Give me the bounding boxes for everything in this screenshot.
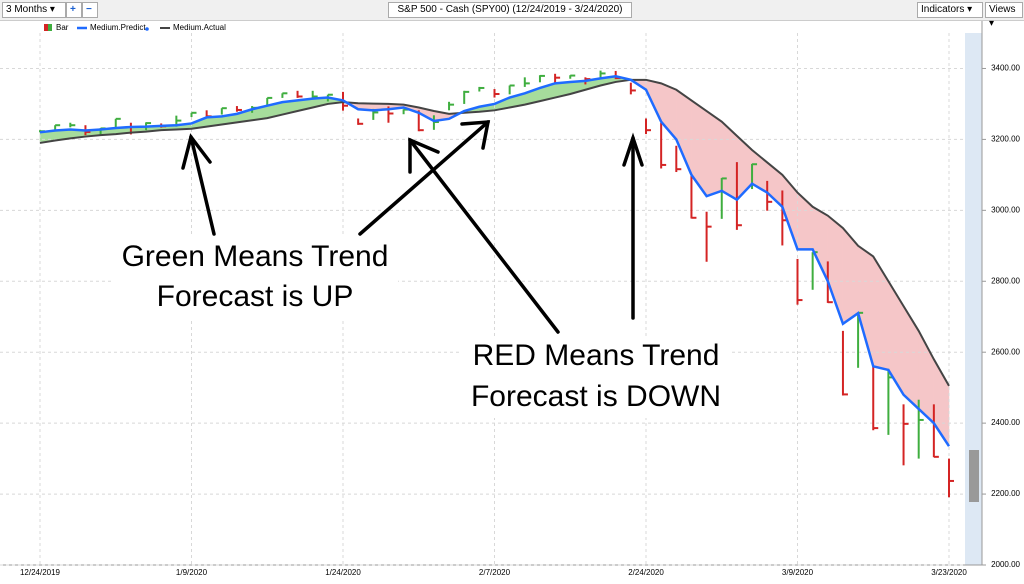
y-tick-label: 2600.00 bbox=[991, 347, 1020, 356]
line-series bbox=[39, 78, 950, 387]
line-series bbox=[39, 74, 951, 447]
legend: Bar Medium.Predict Medium.Actual bbox=[44, 23, 226, 32]
y-tick-label: 2200.00 bbox=[991, 489, 1020, 498]
y-tick-label: 3400.00 bbox=[991, 64, 1020, 73]
annotation: Forecast is UP bbox=[157, 280, 354, 313]
period-select[interactable]: 3 Months ▾ bbox=[2, 2, 66, 18]
legend-dot bbox=[145, 27, 149, 31]
y-tick-label: 2400.00 bbox=[991, 418, 1020, 427]
fills bbox=[39, 75, 950, 448]
scroll-region bbox=[965, 33, 982, 565]
legend-icon bbox=[48, 24, 52, 31]
zoom-in[interactable]: + bbox=[66, 2, 82, 18]
y-tick-label: 2000.00 bbox=[991, 560, 1020, 569]
arrow-head bbox=[181, 133, 212, 170]
y-tick-label: 3200.00 bbox=[991, 135, 1020, 144]
legend-label: Medium.Actual bbox=[173, 23, 226, 32]
arrow bbox=[189, 135, 216, 236]
x-tick-label: 2/7/2020 bbox=[479, 568, 511, 577]
arrows bbox=[181, 120, 644, 334]
arrow bbox=[358, 120, 490, 236]
x-tick-label: 3/9/2020 bbox=[782, 568, 814, 577]
legend-label: Bar bbox=[56, 23, 69, 32]
chart-title: S&P 500 - Cash (SPY00) (12/24/2019 - 3/2… bbox=[388, 2, 632, 18]
toolbar: 3 Months ▾ + − S&P 500 - Cash (SPY00) (1… bbox=[0, 0, 1024, 29]
y-tick-label: 2800.00 bbox=[991, 276, 1020, 285]
y-tick-label: 3000.00 bbox=[991, 205, 1020, 214]
annotation: Green Means Trend bbox=[122, 240, 389, 273]
legend-icon bbox=[44, 24, 48, 31]
arrow-head bbox=[408, 137, 440, 174]
x-tick-label: 12/24/2019 bbox=[20, 568, 61, 577]
annotation-bg bbox=[112, 236, 398, 318]
arrow bbox=[408, 138, 560, 334]
period-label: 3 Months bbox=[6, 4, 48, 15]
indicators-button[interactable]: Indicators ▾ bbox=[917, 2, 983, 18]
indicators-label: Indicators bbox=[921, 4, 965, 15]
arrow-head bbox=[460, 120, 491, 150]
x-tick-label: 1/9/2020 bbox=[176, 568, 208, 577]
x-tick-label: 1/24/2020 bbox=[325, 568, 361, 577]
legend-label: Medium.Predict bbox=[90, 23, 146, 32]
annotation: Forecast is DOWN bbox=[471, 380, 721, 413]
annotation: RED Means Trend bbox=[473, 339, 720, 372]
views-button[interactable]: Views ▾ bbox=[985, 2, 1023, 29]
scroll-handle[interactable] bbox=[969, 450, 979, 502]
annotations: Green Means Trend Forecast is UP RED Mea… bbox=[112, 236, 730, 418]
x-tick-label: 3/23/2020 bbox=[931, 568, 967, 577]
marks bbox=[39, 70, 954, 498]
zoom-out[interactable]: − bbox=[82, 2, 98, 18]
x-tick-label: 2/24/2020 bbox=[628, 568, 664, 577]
annotation-bg bbox=[462, 336, 730, 418]
trend-fill bbox=[706, 110, 722, 197]
views-label: Views bbox=[989, 4, 1016, 15]
arrow-head bbox=[622, 132, 644, 167]
